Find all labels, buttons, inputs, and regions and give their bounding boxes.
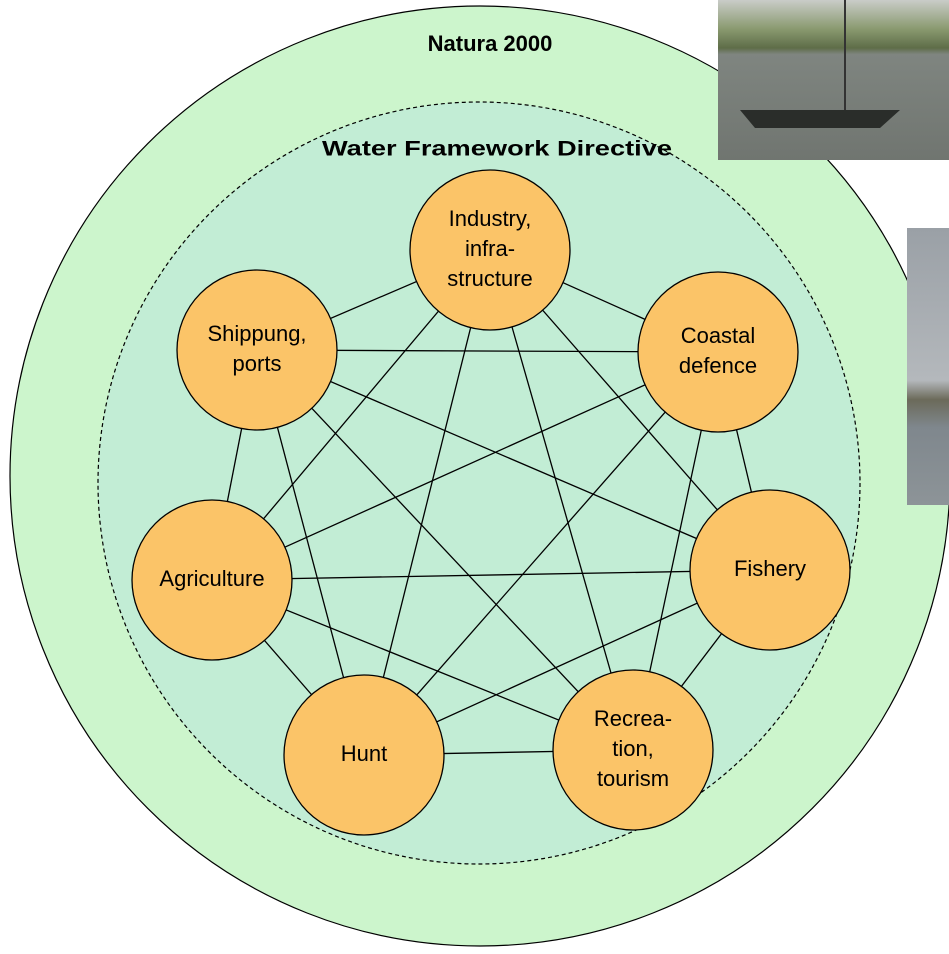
node-label: Fishery	[734, 556, 806, 581]
node-label: tion,	[612, 736, 654, 761]
photo	[718, 0, 949, 160]
photo-boat	[740, 110, 900, 128]
node-label: Recrea-	[594, 706, 672, 731]
node-label: Shippung,	[207, 321, 306, 346]
node-label: tourism	[597, 766, 669, 791]
node-label: Industry,	[449, 206, 532, 231]
node-label: Agriculture	[159, 566, 264, 591]
inner-title: Water Framework Directive	[322, 138, 672, 161]
node-label: Coastal	[681, 323, 756, 348]
photo	[907, 228, 949, 505]
node-label: defence	[679, 353, 757, 378]
diagram: Natura 2000 Water Framework Directive In…	[0, 0, 949, 954]
node-label: Hunt	[341, 741, 387, 766]
node-label: ports	[233, 351, 282, 376]
node-label: infra-	[465, 236, 515, 261]
outer-title: Natura 2000	[428, 31, 553, 56]
node-label: structure	[447, 266, 533, 291]
